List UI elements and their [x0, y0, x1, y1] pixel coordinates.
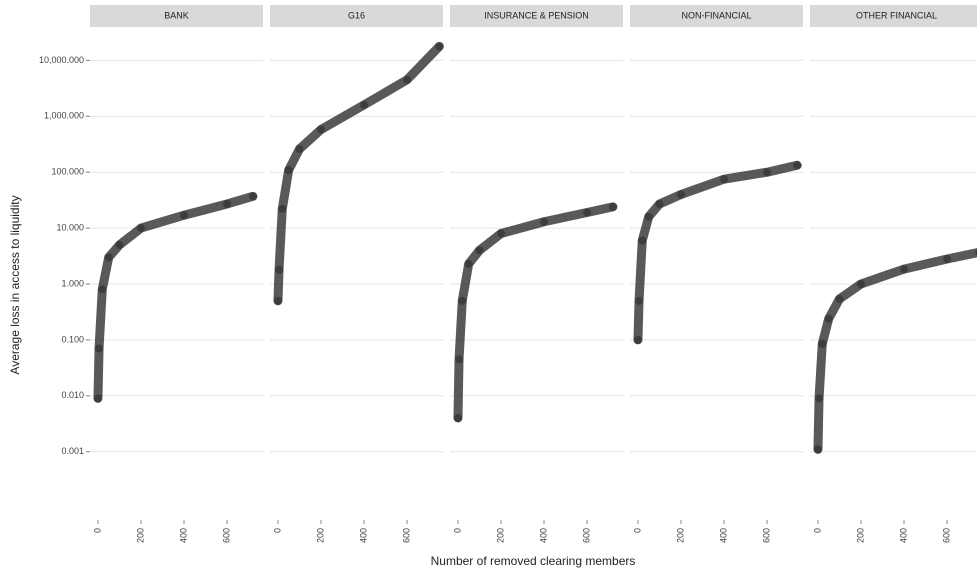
x-tick-label: 0 — [92, 528, 102, 533]
strip — [90, 5, 263, 27]
point — [815, 394, 824, 403]
y-tick-label: 10,000.000 — [39, 55, 84, 65]
point-band — [453, 202, 618, 423]
point — [856, 280, 865, 289]
x-tick-label: 400 — [898, 528, 908, 543]
x-tick-label: 200 — [495, 528, 505, 543]
point — [635, 296, 644, 305]
x-tick-label: 200 — [675, 528, 685, 543]
point — [115, 240, 124, 249]
strip-text: NON-FINANCIAL — [681, 10, 751, 20]
point — [284, 165, 293, 174]
strip-text: OTHER FINANCIAL — [856, 10, 937, 20]
point — [136, 224, 145, 233]
point — [223, 199, 232, 208]
point — [180, 211, 189, 220]
point — [638, 236, 647, 245]
x-tick-label: 0 — [452, 528, 462, 533]
point — [900, 265, 909, 274]
point — [458, 296, 467, 305]
point-band — [633, 160, 802, 345]
point — [273, 296, 282, 305]
y-tick-label: 0.001 — [61, 446, 84, 456]
point — [278, 204, 287, 213]
point — [633, 335, 642, 344]
point-band — [273, 41, 444, 306]
y-tick-label: 0.100 — [61, 334, 84, 344]
point — [95, 344, 104, 353]
strip — [270, 5, 443, 27]
x-tick-label: 400 — [178, 528, 188, 543]
x-tick-label: 0 — [812, 528, 822, 533]
point — [403, 75, 412, 84]
x-tick-label: 400 — [358, 528, 368, 543]
point — [104, 253, 113, 262]
x-tick-label: 200 — [135, 528, 145, 543]
point — [540, 217, 549, 226]
strip-text: G16 — [348, 10, 365, 20]
y-tick-label: 0.010 — [61, 390, 84, 400]
y-axis-title: Average loss in access to liquidity — [8, 195, 22, 374]
point — [248, 192, 257, 201]
point — [763, 168, 772, 177]
point — [818, 339, 827, 348]
point — [98, 285, 107, 294]
y-tick-label: 10.000 — [56, 222, 84, 232]
point — [453, 414, 462, 423]
x-tick-label: 200 — [855, 528, 865, 543]
point — [464, 259, 473, 268]
point — [655, 199, 664, 208]
y-tick-label: 1,000.000 — [44, 111, 84, 121]
point — [813, 445, 822, 454]
strip-text: INSURANCE & PENSION — [484, 10, 589, 20]
point — [435, 42, 444, 51]
point-band — [93, 191, 258, 403]
strip — [630, 5, 803, 27]
x-tick-label: 600 — [401, 528, 411, 543]
point — [608, 202, 617, 211]
point — [496, 229, 505, 238]
point — [824, 314, 833, 323]
x-tick-label: 600 — [221, 528, 231, 543]
y-tick-label: 1.000 — [61, 278, 84, 288]
point — [93, 394, 102, 403]
point — [360, 100, 369, 109]
point — [475, 246, 484, 255]
point — [455, 355, 464, 364]
x-tick-label: 0 — [272, 528, 282, 533]
point — [835, 294, 844, 303]
x-tick-label: 600 — [761, 528, 771, 543]
x-tick-label: 600 — [941, 528, 951, 543]
point — [583, 208, 592, 217]
x-tick-label: 400 — [718, 528, 728, 543]
strip-text: BANK — [164, 10, 189, 20]
strip — [810, 5, 977, 27]
y-tick-label: 100.000 — [51, 167, 84, 177]
point-band — [813, 248, 977, 454]
x-tick-label: 200 — [315, 528, 325, 543]
point — [793, 161, 802, 170]
point — [295, 145, 304, 154]
point — [316, 125, 325, 134]
x-axis-title: Number of removed clearing members — [431, 554, 636, 568]
point — [644, 212, 653, 221]
point — [676, 190, 685, 199]
x-tick-label: 0 — [632, 528, 642, 533]
x-tick-label: 600 — [581, 528, 591, 543]
point — [943, 255, 952, 264]
x-tick-label: 400 — [538, 528, 548, 543]
point — [275, 265, 284, 274]
point — [720, 175, 729, 184]
strip — [450, 5, 623, 27]
